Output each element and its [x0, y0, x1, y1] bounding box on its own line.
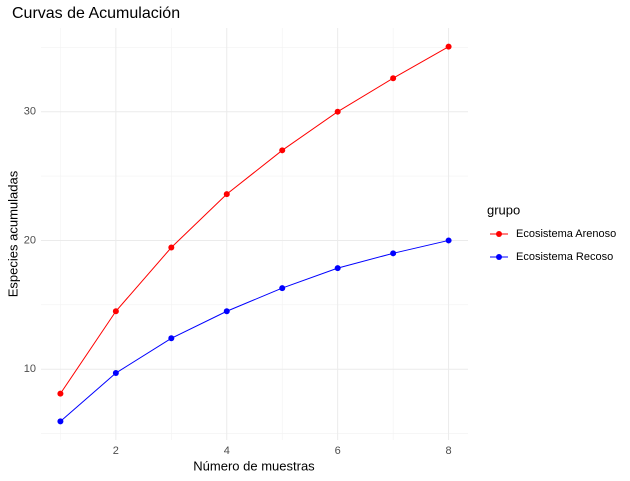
point	[223, 308, 230, 315]
point	[279, 147, 286, 154]
series-line	[59, 46, 449, 394]
series-line	[60, 239, 449, 422]
point	[168, 335, 175, 342]
legend-key-point	[496, 231, 502, 237]
point	[168, 244, 175, 251]
legend-label: Ecosistema Arenoso	[516, 228, 616, 240]
point	[334, 108, 341, 115]
point	[112, 308, 119, 315]
point	[390, 75, 397, 82]
legend-key-point	[496, 254, 502, 260]
y-tick-label: 10	[24, 363, 36, 375]
x-tick-label: 2	[113, 445, 119, 457]
point	[445, 43, 452, 50]
point	[279, 285, 286, 292]
y-tick-label: 20	[24, 234, 36, 246]
legend-title: grupo	[487, 202, 520, 217]
legend-label: Ecosistema Recoso	[516, 251, 613, 263]
y-tick-label: 30	[24, 106, 36, 118]
point	[112, 370, 119, 377]
point	[57, 390, 64, 397]
point	[57, 418, 64, 425]
point	[445, 237, 452, 244]
point	[390, 250, 397, 257]
x-tick-label: 8	[446, 445, 452, 457]
point	[334, 265, 341, 272]
point	[223, 191, 230, 198]
chart-title: Curvas de Acumulación	[12, 5, 180, 22]
x-tick-label: 6	[335, 445, 341, 457]
x-tick-label: 4	[224, 445, 230, 457]
y-axis-label: Especies acumuladas	[5, 170, 20, 297]
x-axis-label: Número de muestras	[193, 458, 315, 473]
